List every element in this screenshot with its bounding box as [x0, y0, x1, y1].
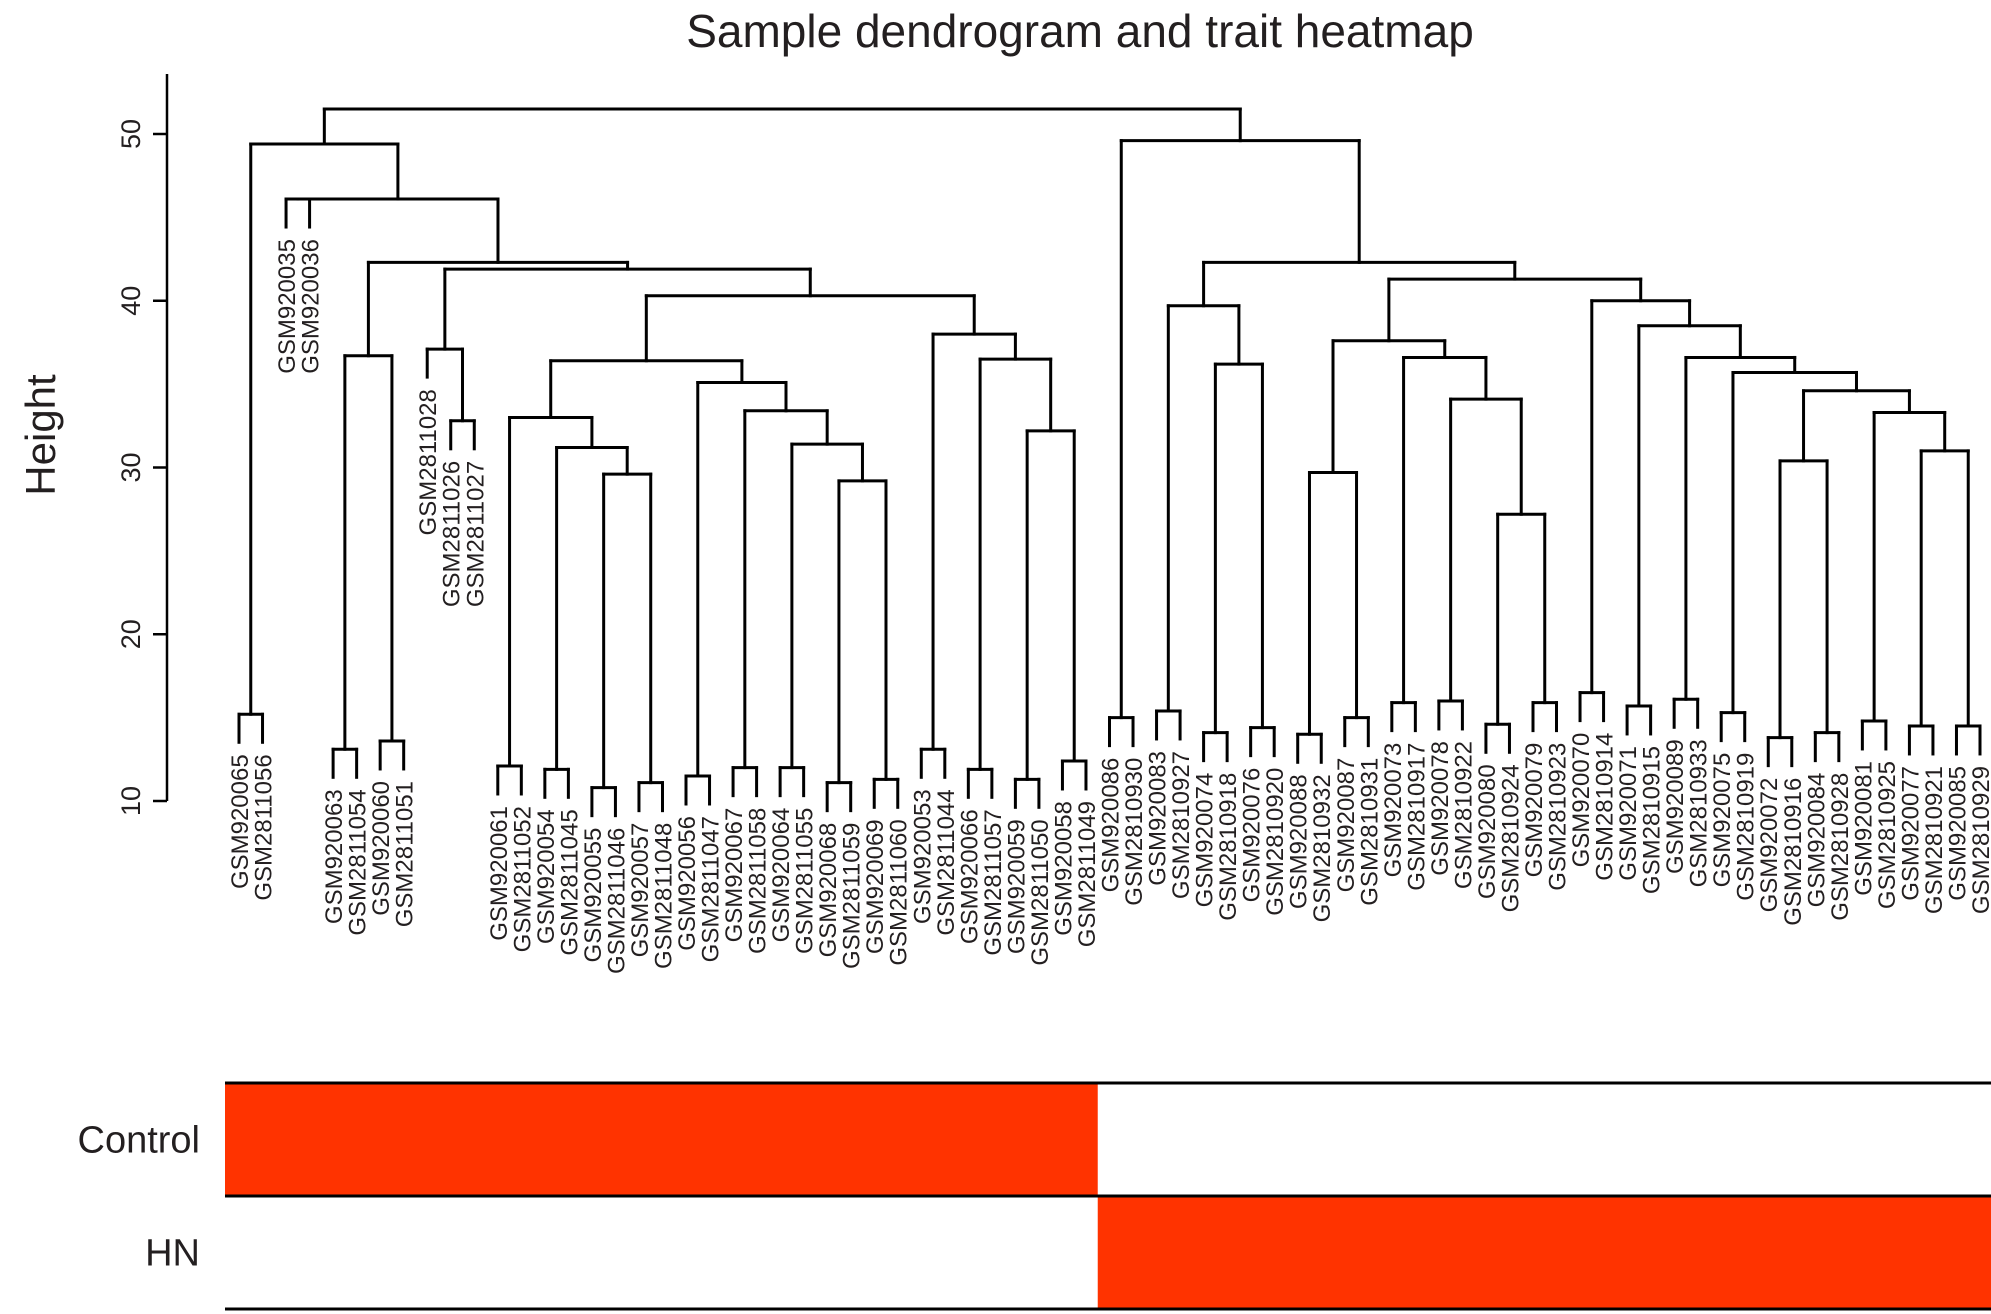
- sample-label: GSM2811050: [1027, 819, 1054, 965]
- sample-label: GSM2810915: [1639, 746, 1666, 894]
- sample-label: GSM2811055: [792, 808, 819, 954]
- sample-label: GSM920056: [674, 816, 701, 951]
- sample-label: GSM2811057: [980, 809, 1007, 955]
- sample-label: GSM920073: [1380, 743, 1407, 878]
- sample-label: GSM2811060: [886, 819, 913, 965]
- sample-label: GSM2811058: [745, 808, 772, 954]
- y-axis-label: Height: [17, 374, 64, 496]
- sample-label: GSM2811048: [650, 823, 677, 969]
- sample-label: GSM2811045: [556, 809, 583, 955]
- sample-label: GSM920035: [274, 239, 301, 374]
- sample-label: GSM920085: [1944, 766, 1971, 901]
- sample-label: GSM920055: [580, 828, 607, 963]
- sample-label: GSM920069: [862, 819, 889, 954]
- sample-label: GSM2810918: [1215, 773, 1242, 921]
- sample-label: GSM2810914: [1592, 733, 1619, 881]
- sample-label: GSM920065: [227, 754, 254, 889]
- sample-label: GSM920059: [1003, 819, 1030, 954]
- sample-label: GSM920054: [533, 809, 560, 944]
- y-tick-label: 40: [116, 286, 146, 316]
- sample-label: GSM920084: [1803, 773, 1830, 908]
- sample-label: GSM920088: [1286, 774, 1313, 909]
- sample-label: GSM2810925: [1874, 761, 1901, 909]
- sample-label: GSM2811044: [933, 789, 960, 935]
- sample-label: GSM920087: [1333, 758, 1360, 893]
- sample-label: GSM920070: [1568, 733, 1595, 868]
- trait-cell-hn: [1097, 1196, 1991, 1309]
- trait-cell-control: [225, 1083, 1098, 1196]
- chart-title: Sample dendrogram and trait heatmap: [686, 5, 1474, 57]
- sample-label: GSM2810929: [1968, 766, 1991, 914]
- sample-label: GSM2811056: [251, 754, 278, 900]
- sample-label: GSM2810928: [1827, 773, 1854, 921]
- dendrogram-tree: [237, 107, 1982, 818]
- sample-label: GSM2810919: [1733, 753, 1760, 901]
- sample-label: GSM920079: [1521, 743, 1548, 878]
- y-tick-label: 20: [116, 619, 146, 649]
- sample-label: GSM920057: [627, 823, 654, 958]
- y-tick-label: 10: [116, 786, 146, 816]
- sample-label: GSM2810927: [1168, 751, 1195, 899]
- sample-label: GSM2811049: [1074, 801, 1101, 947]
- sample-label: GSM2810933: [1686, 739, 1713, 887]
- sample-label: GSM2811047: [698, 816, 725, 962]
- sample-label: GSM2811052: [509, 806, 536, 952]
- sample-label: GSM920072: [1756, 778, 1783, 913]
- sample-label: GSM920074: [1192, 773, 1219, 908]
- sample-label: GSM2810921: [1921, 766, 1948, 914]
- sample-label: GSM2811051: [392, 781, 419, 927]
- sample-label: GSM920089: [1662, 739, 1689, 874]
- sample-label: GSM2810924: [1497, 764, 1524, 912]
- sample-label: GSM2810916: [1780, 778, 1807, 926]
- y-tick-label: 50: [116, 119, 146, 149]
- trait-label-hn: HN: [145, 1233, 200, 1275]
- trait-heatmap: Control HN: [78, 1081, 1991, 1311]
- sample-label: GSM2810931: [1356, 758, 1383, 906]
- sample-label: GSM920076: [1239, 768, 1266, 903]
- sample-label: GSM920068: [815, 823, 842, 958]
- sample-label: GSM2810920: [1262, 768, 1289, 916]
- sample-label: GSM2811046: [603, 828, 630, 974]
- sample-label: GSM2811059: [839, 823, 866, 969]
- sample-label: GSM920078: [1427, 741, 1454, 876]
- sample-label: GSM920061: [486, 806, 513, 941]
- trait-label-control: Control: [78, 1120, 201, 1162]
- sample-label: GSM920083: [1145, 751, 1172, 886]
- sample-label: GSM2811026: [439, 461, 466, 607]
- sample-label: GSM2810932: [1309, 774, 1336, 922]
- sample-label: GSM920075: [1709, 753, 1736, 888]
- sample-label: GSM2810917: [1403, 743, 1430, 891]
- sample-label: GSM920058: [1050, 801, 1077, 936]
- sample-label: GSM2811028: [415, 389, 442, 535]
- sample-label: GSM920066: [956, 809, 983, 944]
- sample-label: GSM920064: [768, 808, 795, 943]
- sample-label: GSM920053: [909, 789, 936, 924]
- sample-label: GSM2810930: [1121, 758, 1148, 906]
- sample-label: GSM920060: [368, 781, 395, 916]
- sample-label: GSM920081: [1850, 761, 1877, 896]
- sample-label: GSM920086: [1098, 758, 1125, 893]
- sample-label: GSM2810922: [1450, 741, 1477, 889]
- sample-label: GSM2811027: [462, 461, 489, 607]
- y-axis: 10 20 30 40 50: [116, 73, 169, 816]
- sample-label: GSM2810923: [1545, 743, 1572, 891]
- sample-label: GSM920036: [298, 239, 325, 374]
- sample-label: GSM2811054: [345, 789, 372, 935]
- sample-label: GSM920077: [1897, 766, 1924, 901]
- sample-label: GSM920071: [1615, 746, 1642, 881]
- sample-label: GSM920080: [1474, 764, 1501, 899]
- y-tick-label: 30: [116, 452, 146, 482]
- sample-label: GSM920067: [721, 808, 748, 943]
- sample-label: GSM920063: [321, 789, 348, 924]
